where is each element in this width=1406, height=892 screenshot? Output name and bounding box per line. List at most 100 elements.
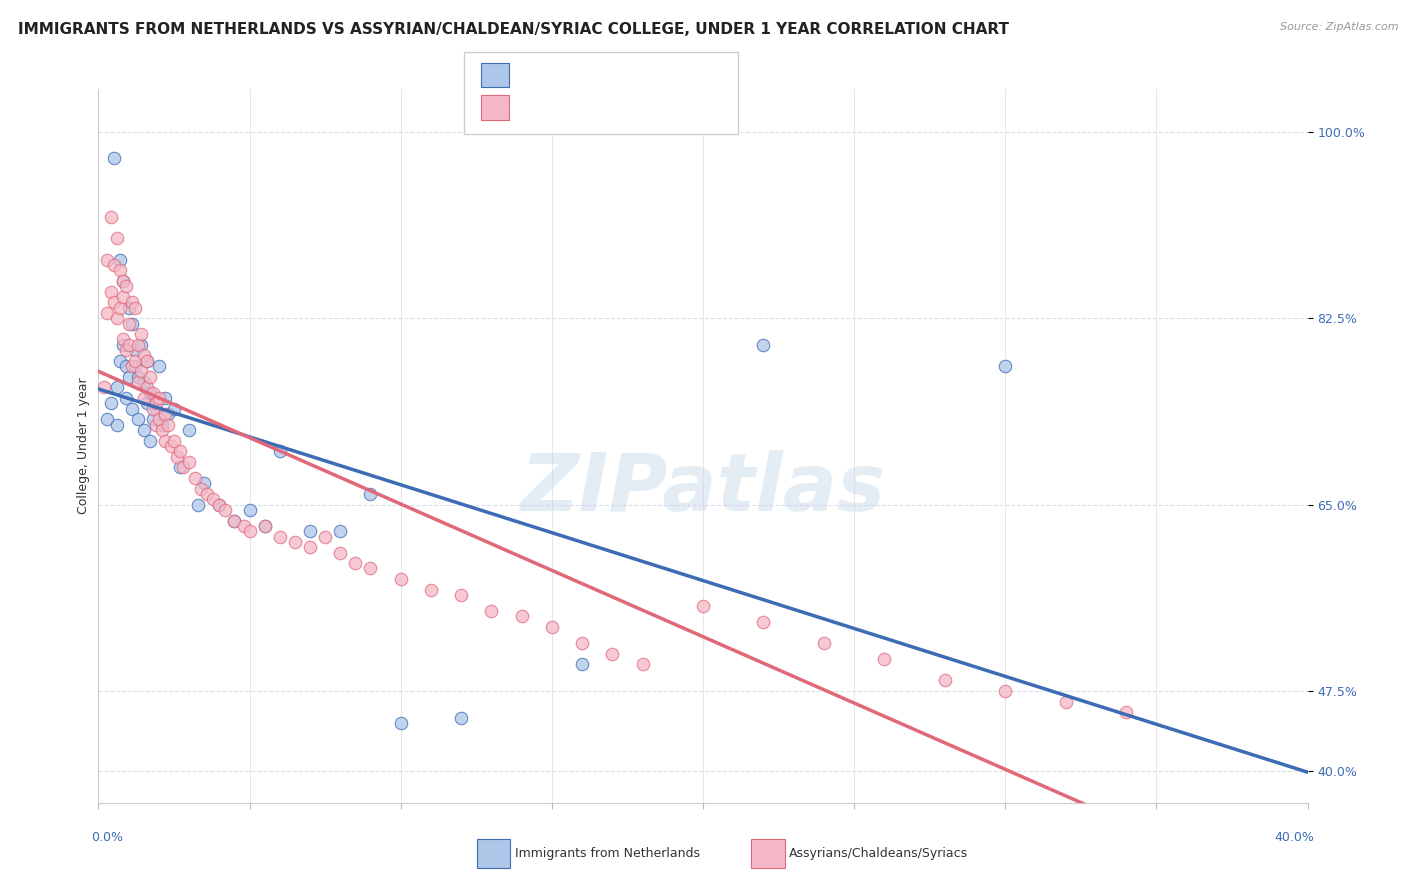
Text: N = 81: N = 81 — [633, 101, 685, 115]
Text: N = 51: N = 51 — [633, 69, 685, 83]
Point — [132, 391, 155, 405]
Point — [269, 444, 291, 458]
Point — [166, 450, 188, 464]
Point — [1115, 706, 1137, 720]
Point — [124, 353, 146, 368]
Y-axis label: College, Under 1 year: College, Under 1 year — [77, 377, 90, 515]
Point — [114, 279, 136, 293]
Point — [111, 274, 134, 288]
Point — [329, 524, 352, 539]
Point — [172, 460, 194, 475]
Point — [571, 657, 593, 672]
Point — [105, 231, 128, 245]
Point — [121, 317, 143, 331]
Point — [163, 434, 186, 448]
Point — [118, 301, 141, 315]
Point — [420, 582, 443, 597]
Point — [179, 423, 201, 437]
Text: 0.0%: 0.0% — [91, 831, 124, 845]
Point — [179, 455, 201, 469]
Point — [873, 652, 896, 666]
Point — [108, 263, 131, 277]
Point — [114, 359, 136, 373]
Point — [299, 524, 322, 539]
Point — [153, 434, 176, 448]
Point — [129, 364, 152, 378]
Point — [208, 498, 231, 512]
Point — [169, 444, 191, 458]
Point — [121, 359, 143, 373]
Point — [145, 417, 167, 432]
Point — [127, 369, 149, 384]
Point — [253, 519, 276, 533]
Point — [114, 391, 136, 405]
Point — [127, 338, 149, 352]
Point — [111, 333, 134, 347]
Point — [239, 503, 262, 517]
Point — [96, 306, 118, 320]
Point — [105, 417, 128, 432]
Point — [540, 620, 562, 634]
Point — [344, 556, 367, 570]
Point — [813, 636, 835, 650]
Point — [692, 599, 714, 613]
Point — [135, 396, 157, 410]
Point — [202, 492, 225, 507]
Point — [129, 327, 152, 342]
Point — [108, 252, 131, 267]
Point — [148, 412, 170, 426]
Point — [135, 353, 157, 368]
Point — [450, 588, 472, 602]
Text: Source: ZipAtlas.com: Source: ZipAtlas.com — [1281, 22, 1399, 32]
Point — [284, 534, 307, 549]
Point — [121, 401, 143, 416]
Point — [994, 684, 1017, 698]
Point — [124, 343, 146, 358]
Point — [132, 423, 155, 437]
Point — [934, 673, 956, 688]
Point — [103, 258, 125, 272]
Point — [100, 396, 122, 410]
Point — [96, 412, 118, 426]
Point — [145, 396, 167, 410]
Point — [100, 210, 122, 224]
Point — [752, 338, 775, 352]
Point — [142, 385, 165, 400]
Point — [105, 311, 128, 326]
Point — [132, 349, 155, 363]
Point — [139, 385, 162, 400]
Point — [103, 152, 125, 166]
Point — [150, 423, 173, 437]
Point — [994, 359, 1017, 373]
Point — [139, 434, 162, 448]
Point — [127, 375, 149, 389]
Point — [135, 353, 157, 368]
Point — [314, 529, 336, 543]
Point — [360, 561, 382, 575]
Point — [124, 301, 146, 315]
Point — [299, 540, 322, 554]
Text: ZIPatlas: ZIPatlas — [520, 450, 886, 528]
Point — [148, 359, 170, 373]
Point — [232, 519, 254, 533]
Point — [118, 369, 141, 384]
Point — [873, 838, 896, 853]
Point — [139, 369, 162, 384]
Point — [360, 487, 382, 501]
Point — [100, 285, 122, 299]
Point — [253, 519, 276, 533]
Point — [108, 301, 131, 315]
Point — [153, 407, 176, 421]
Point — [127, 412, 149, 426]
Point — [135, 380, 157, 394]
Point — [118, 338, 141, 352]
Point — [160, 439, 183, 453]
Text: Assyrians/Chaldeans/Syriacs: Assyrians/Chaldeans/Syriacs — [789, 847, 967, 860]
Point — [103, 295, 125, 310]
Point — [132, 375, 155, 389]
Point — [602, 647, 624, 661]
Text: Immigrants from Netherlands: Immigrants from Netherlands — [515, 847, 700, 860]
Point — [111, 274, 134, 288]
Point — [156, 417, 179, 432]
Point — [111, 338, 134, 352]
